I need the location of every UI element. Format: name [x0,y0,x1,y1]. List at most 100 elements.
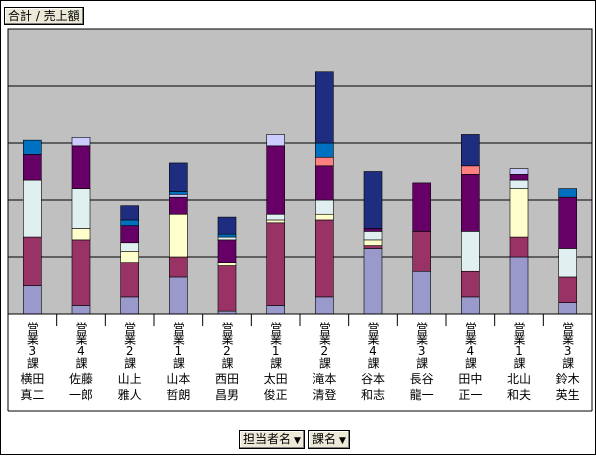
bar-segment [266,219,285,224]
bar-segment [217,262,237,266]
bar-segment [169,194,188,198]
category-label-name-2: 俊正 [264,387,288,402]
category-label-name-2: 真二 [20,388,44,402]
bar-segment [23,179,42,238]
bar-segment [461,134,480,167]
bar-segment [412,182,431,232]
bar-segment [315,213,334,221]
bar-segment [217,239,237,263]
category-label-name-1: 山上 [118,372,142,386]
category-label-name-1: 北山 [507,372,531,386]
bar-segment [23,139,42,155]
bar-segment [120,262,139,298]
bar-segment [120,242,139,252]
bar-segment [461,165,480,175]
bar-segment [558,196,577,249]
bar-segment [71,239,91,306]
bar-segment [412,231,431,272]
bar-segment [315,296,334,315]
category-label-dept: 営業2課 [220,322,234,369]
category-label-name-1: 田中 [458,371,482,386]
category-label-dept: 営業4課 [74,322,88,369]
bar-segment [23,236,42,286]
bar-segment [266,222,285,306]
bar-segment [558,248,577,278]
bar-segment [461,296,480,315]
bar-segment [217,216,237,235]
bar-segment [461,270,480,298]
category-label-name-2: 龍一 [410,387,434,402]
bar-segment [315,219,334,298]
bar-segment [169,256,188,278]
category-label-dept: 営業3課 [561,322,575,369]
category-label-name-1: 長谷 [410,372,434,386]
category-label-name-1: 鈴木 [556,371,580,386]
category-label-name-1: 西田 [215,372,239,386]
category-label-dept: 営業1課 [269,322,283,369]
bar-segment [315,71,334,144]
bar-segment [120,251,139,264]
category-label-dept: 営業2課 [317,322,331,369]
category-label-dept: 営業3課 [415,322,429,369]
bar-segment [266,213,285,221]
category-label-name-2: 英生 [556,388,580,402]
category-axis-area [8,314,592,411]
bar-segment [71,188,91,229]
category-label-name-2: 正一 [458,388,482,402]
category-label-name-1: 谷本 [361,372,385,386]
category-label-dept: 営業3課 [25,322,39,369]
category-label-dept: 営業4課 [463,322,477,369]
bar-segment [120,205,139,221]
bar-segment [558,302,577,315]
bar-segment [558,188,577,198]
bar-segment [169,162,188,192]
bar-segment [266,134,285,147]
bar-segment [558,276,577,303]
bar-segment [509,168,529,175]
category-label-dept: 営業1課 [512,322,526,369]
category-label-name-1: 太田 [264,371,288,386]
chevron-down-icon: ▼ [294,436,301,446]
bar-segment [120,296,139,315]
bar-segment [363,231,383,241]
category-label-name-2: 清登 [312,387,336,402]
bar-segment [461,174,480,232]
category-label-dept: 営業2課 [123,322,137,369]
bar-segment [509,236,529,258]
bar-segment [169,276,188,315]
data-field-button[interactable]: 合計 / 売上額 [4,7,84,25]
bar-segment [169,191,188,195]
bar-segment [169,196,188,215]
plot-area [7,28,593,315]
bar-segment [363,171,383,229]
bar-segment [363,245,383,249]
category-label-dept: 営業1課 [171,322,185,369]
category-label-name-2: 哲朗 [166,388,190,402]
chevron-down-icon: ▼ [339,436,346,446]
bar-segment [315,199,334,215]
category-label-name-2: 一郎 [69,388,93,402]
bar-segment [363,228,383,232]
bar-segment [315,165,334,201]
category-label-dept: 営業4課 [366,322,380,369]
category-label-name-1: 横田 [20,372,44,386]
bar-segment [169,213,188,258]
bar-segment [266,145,285,215]
bar-segment [315,156,334,167]
bar-segment [266,305,285,315]
bar-segment [412,270,431,315]
category-label-name-2: 雅人 [118,387,142,402]
bar-segment [71,145,91,189]
category-label-name-2: 和夫 [507,388,531,402]
filter-dropdown-dept[interactable]: 課名 ▼ [308,430,350,449]
filter-dropdown-person[interactable]: 担当者名 ▼ [239,430,305,449]
bar-segment [217,233,237,238]
bar-segment [509,256,529,315]
bar-segment [71,137,91,147]
bar-segment [363,239,383,246]
category-label-name-1: 滝本 [312,372,336,386]
bar-segment [509,188,529,238]
bar-segment [120,219,139,226]
